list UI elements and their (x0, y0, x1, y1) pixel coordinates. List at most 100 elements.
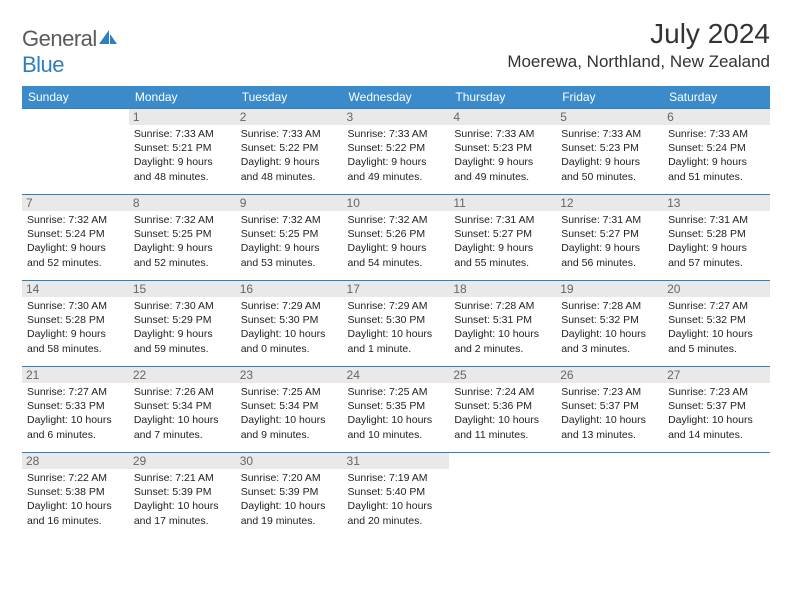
day-number: 18 (449, 281, 556, 297)
calendar-day-cell: 31 Sunrise: 7:19 AMSunset: 5:40 PMDayligh… (343, 453, 450, 539)
weekday-header: Monday (129, 86, 236, 109)
day-details: Sunrise: 7:33 AMSunset: 5:21 PMDaylight:… (134, 127, 231, 184)
weekday-header: Sunday (22, 86, 129, 109)
day-number: 22 (129, 367, 236, 383)
calendar-day-cell: 24Sunrise: 7:25 AMSunset: 5:35 PMDayligh… (343, 367, 450, 453)
calendar-day-cell: 11 Sunrise: 7:31 AMSunset: 5:27 PMDayligh… (449, 195, 556, 281)
day-number: 8 (129, 195, 236, 211)
day-details: Sunrise: 7:31 AMSunset: 5:27 PMDaylight:… (561, 213, 658, 270)
day-details: Sunrise: 7:30 AMSunset: 5:29 PMDaylight:… (134, 299, 231, 356)
day-number: 11 (449, 195, 556, 211)
day-number: 9 (236, 195, 343, 211)
day-details: Sunrise: 7:33 AMSunset: 5:23 PMDaylight:… (454, 127, 551, 184)
day-details: Sunrise: 7:23 AMSunset: 5:37 PMDaylight:… (561, 385, 658, 442)
day-details: Sunrise: 7:25 AMSunset: 5:34 PMDaylight:… (241, 385, 338, 442)
calendar-day-cell: 21 Sunrise: 7:27 AMSunset: 5:33 PMDayligh… (22, 367, 129, 453)
day-number: 31 (343, 453, 450, 469)
day-number: 21 (22, 367, 129, 383)
calendar-day-cell: 12 Sunrise: 7:31 AMSunset: 5:27 PMDayligh… (556, 195, 663, 281)
day-details: Sunrise: 7:33 AMSunset: 5:24 PMDaylight:… (668, 127, 765, 184)
calendar-week-row: 28 Sunrise: 7:22 AMSunset: 5:38 PMDayligh… (22, 453, 770, 539)
calendar-day-cell: 19 Sunrise: 7:28 AMSunset: 5:32 PMDayligh… (556, 281, 663, 367)
day-details: Sunrise: 7:23 AMSunset: 5:37 PMDaylight:… (668, 385, 765, 442)
calendar-day-cell: 28 Sunrise: 7:22 AMSunset: 5:38 PMDayligh… (22, 453, 129, 539)
weekday-header: Thursday (449, 86, 556, 109)
day-number: 30 (236, 453, 343, 469)
day-number: 19 (556, 281, 663, 297)
calendar-week-row: 1 Sunrise: 7:33 AMSunset: 5:21 PMDaylight… (22, 109, 770, 195)
day-details: Sunrise: 7:32 AMSunset: 5:24 PMDaylight:… (27, 213, 124, 270)
day-details: Sunrise: 7:28 AMSunset: 5:32 PMDaylight:… (561, 299, 658, 356)
day-details: Sunrise: 7:27 AMSunset: 5:32 PMDaylight:… (668, 299, 765, 356)
weekday-header: Saturday (663, 86, 770, 109)
day-number: 5 (556, 109, 663, 125)
day-details: Sunrise: 7:29 AMSunset: 5:30 PMDaylight:… (348, 299, 445, 356)
day-details: Sunrise: 7:30 AMSunset: 5:28 PMDaylight:… (27, 299, 124, 356)
day-number: 15 (129, 281, 236, 297)
day-number: 2 (236, 109, 343, 125)
calendar-day-cell: 2 Sunrise: 7:33 AMSunset: 5:22 PMDaylight… (236, 109, 343, 195)
calendar-day-cell: 15 Sunrise: 7:30 AMSunset: 5:29 PMDayligh… (129, 281, 236, 367)
day-number: 1 (129, 109, 236, 125)
logo: General Blue (22, 26, 119, 78)
logo-word-general: General (22, 26, 97, 51)
day-details: Sunrise: 7:22 AMSunset: 5:38 PMDaylight:… (27, 471, 124, 528)
calendar-day-cell: 26 Sunrise: 7:23 AMSunset: 5:37 PMDayligh… (556, 367, 663, 453)
day-number: 12 (556, 195, 663, 211)
calendar-day-cell: 3Sunrise: 7:33 AMSunset: 5:22 PMDaylight… (343, 109, 450, 195)
day-details: Sunrise: 7:25 AMSunset: 5:35 PMDaylight:… (348, 385, 445, 442)
day-number: 28 (22, 453, 129, 469)
day-number: 25 (449, 367, 556, 383)
logo-word-blue: Blue (22, 52, 64, 77)
day-details: Sunrise: 7:21 AMSunset: 5:39 PMDaylight:… (134, 471, 231, 528)
day-number: 26 (556, 367, 663, 383)
day-details: Sunrise: 7:32 AMSunset: 5:26 PMDaylight:… (348, 213, 445, 270)
calendar-week-row: 7Sunrise: 7:32 AMSunset: 5:24 PMDaylight… (22, 195, 770, 281)
calendar-table: SundayMondayTuesdayWednesdayThursdayFrid… (22, 86, 770, 539)
calendar-day-cell: 16Sunrise: 7:29 AMSunset: 5:30 PMDayligh… (236, 281, 343, 367)
weekday-row: SundayMondayTuesdayWednesdayThursdayFrid… (22, 86, 770, 109)
day-details: Sunrise: 7:28 AMSunset: 5:31 PMDaylight:… (454, 299, 551, 356)
day-number: 17 (343, 281, 450, 297)
calendar-day-cell: 22Sunrise: 7:26 AMSunset: 5:34 PMDayligh… (129, 367, 236, 453)
calendar-day-cell: 23 Sunrise: 7:25 AMSunset: 5:34 PMDayligh… (236, 367, 343, 453)
calendar-day-cell (22, 109, 129, 195)
day-details: Sunrise: 7:32 AMSunset: 5:25 PMDaylight:… (134, 213, 231, 270)
weekday-header: Friday (556, 86, 663, 109)
day-number: 20 (663, 281, 770, 297)
calendar-day-cell: 14 Sunrise: 7:30 AMSunset: 5:28 PMDayligh… (22, 281, 129, 367)
calendar-day-cell: 27 Sunrise: 7:23 AMSunset: 5:37 PMDayligh… (663, 367, 770, 453)
day-number: 16 (236, 281, 343, 297)
calendar-day-cell: 18 Sunrise: 7:28 AMSunset: 5:31 PMDayligh… (449, 281, 556, 367)
day-details: Sunrise: 7:33 AMSunset: 5:23 PMDaylight:… (561, 127, 658, 184)
day-details: Sunrise: 7:33 AMSunset: 5:22 PMDaylight:… (241, 127, 338, 184)
calendar-day-cell (556, 453, 663, 539)
day-number: 6 (663, 109, 770, 125)
calendar-head: SundayMondayTuesdayWednesdayThursdayFrid… (22, 86, 770, 109)
day-number: 29 (129, 453, 236, 469)
title-block: July 2024 Moerewa, Northland, New Zealan… (507, 18, 770, 72)
day-number: 14 (22, 281, 129, 297)
day-details: Sunrise: 7:31 AMSunset: 5:27 PMDaylight:… (454, 213, 551, 270)
day-details: Sunrise: 7:31 AMSunset: 5:28 PMDaylight:… (668, 213, 765, 270)
day-details: Sunrise: 7:33 AMSunset: 5:22 PMDaylight:… (348, 127, 445, 184)
calendar-week-row: 21 Sunrise: 7:27 AMSunset: 5:33 PMDayligh… (22, 367, 770, 453)
calendar-day-cell: 13 Sunrise: 7:31 AMSunset: 5:28 PMDayligh… (663, 195, 770, 281)
calendar-day-cell: 10 Sunrise: 7:32 AMSunset: 5:26 PMDayligh… (343, 195, 450, 281)
month-title: July 2024 (507, 18, 770, 50)
calendar-day-cell: 20 Sunrise: 7:27 AMSunset: 5:32 PMDayligh… (663, 281, 770, 367)
day-details: Sunrise: 7:20 AMSunset: 5:39 PMDaylight:… (241, 471, 338, 528)
calendar-week-row: 14 Sunrise: 7:30 AMSunset: 5:28 PMDayligh… (22, 281, 770, 367)
day-number: 13 (663, 195, 770, 211)
day-details: Sunrise: 7:32 AMSunset: 5:25 PMDaylight:… (241, 213, 338, 270)
day-number: 23 (236, 367, 343, 383)
calendar-day-cell: 6 Sunrise: 7:33 AMSunset: 5:24 PMDaylight… (663, 109, 770, 195)
calendar-day-cell: 5 Sunrise: 7:33 AMSunset: 5:23 PMDaylight… (556, 109, 663, 195)
day-details: Sunrise: 7:27 AMSunset: 5:33 PMDaylight:… (27, 385, 124, 442)
day-number: 27 (663, 367, 770, 383)
calendar-body: 1 Sunrise: 7:33 AMSunset: 5:21 PMDaylight… (22, 109, 770, 539)
header: General Blue July 2024 Moerewa, Northlan… (22, 18, 770, 78)
day-number: 10 (343, 195, 450, 211)
logo-sail-icon (97, 28, 119, 46)
day-details: Sunrise: 7:19 AMSunset: 5:40 PMDaylight:… (348, 471, 445, 528)
